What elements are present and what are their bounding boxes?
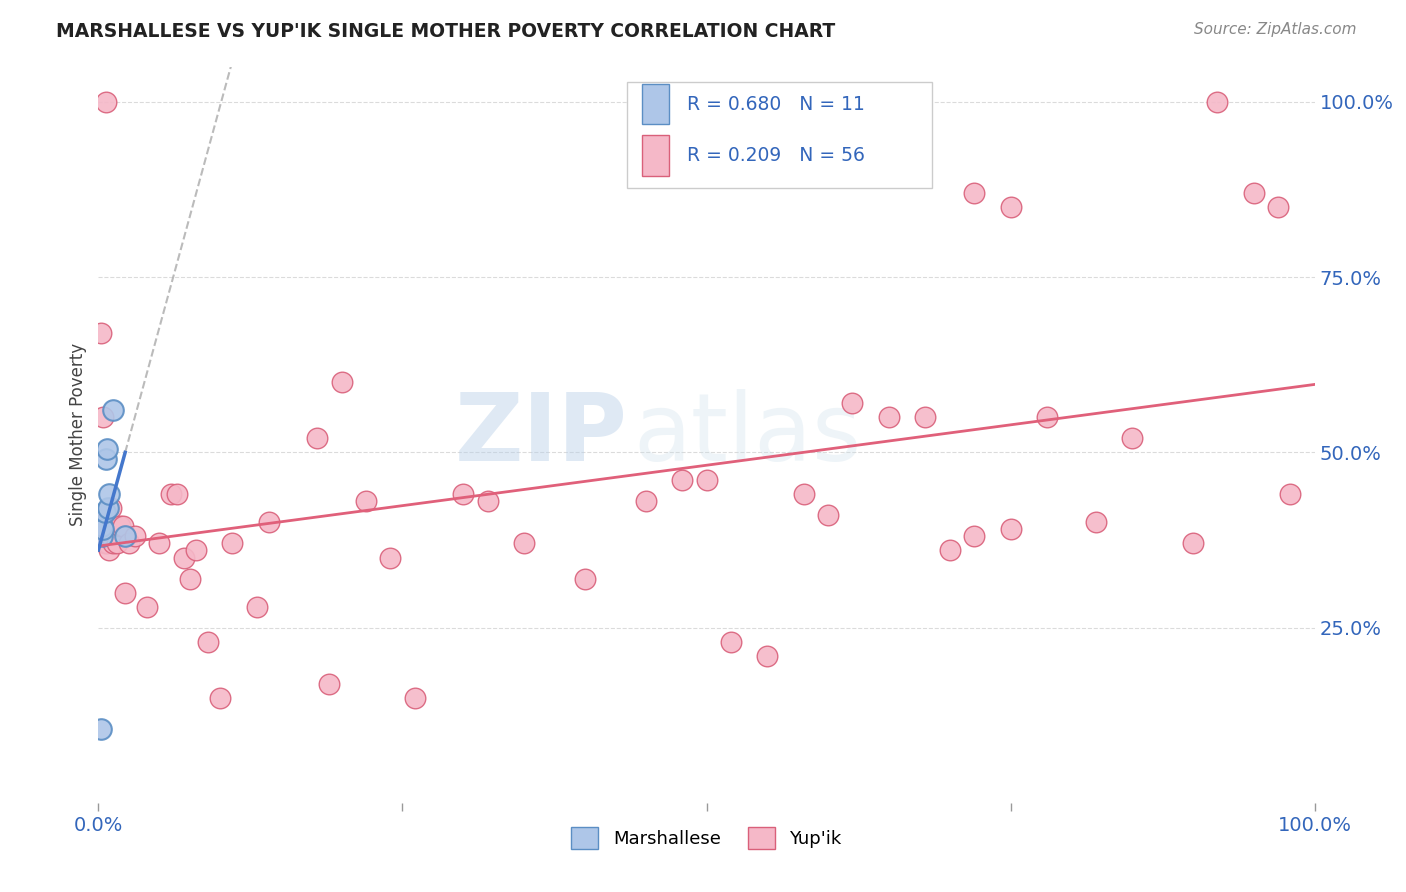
Point	[1267, 200, 1289, 214]
Point	[110, 519, 132, 533]
Point	[477, 494, 499, 508]
Point	[111, 519, 134, 533]
Point	[124, 529, 146, 543]
Point	[114, 585, 136, 599]
Point	[91, 529, 114, 543]
Point	[1243, 186, 1265, 200]
Point	[118, 536, 141, 550]
Point	[173, 550, 195, 565]
Point	[91, 519, 114, 533]
Point	[720, 634, 742, 648]
Point	[914, 410, 936, 425]
Point	[307, 431, 329, 445]
Point	[1000, 523, 1022, 537]
FancyBboxPatch shape	[643, 84, 669, 124]
Point	[1206, 95, 1229, 109]
Point	[245, 599, 267, 614]
Point	[160, 487, 183, 501]
Y-axis label: Single Mother Poverty: Single Mother Poverty	[69, 343, 87, 526]
Point	[148, 536, 170, 550]
Point	[1036, 410, 1059, 425]
Point	[756, 648, 779, 663]
Point	[939, 543, 962, 558]
Point	[877, 410, 900, 425]
Point	[696, 474, 718, 488]
Legend: Marshallese, Yup'ik: Marshallese, Yup'ik	[564, 820, 849, 856]
Point	[963, 186, 986, 200]
Point	[1121, 431, 1143, 445]
Point	[221, 536, 243, 550]
Point	[94, 516, 117, 530]
Point	[634, 494, 657, 508]
Point	[1084, 516, 1107, 530]
Point	[93, 536, 115, 550]
Point	[93, 505, 115, 519]
Point	[90, 326, 112, 341]
FancyBboxPatch shape	[643, 136, 669, 176]
Point	[94, 452, 117, 467]
Point	[671, 474, 693, 488]
Text: Source: ZipAtlas.com: Source: ZipAtlas.com	[1194, 22, 1357, 37]
Point	[354, 494, 377, 508]
Point	[793, 487, 815, 501]
Point	[380, 550, 402, 565]
Point	[96, 442, 118, 456]
Point	[318, 676, 340, 690]
Text: atlas: atlas	[634, 389, 862, 481]
Point	[574, 572, 596, 586]
Point	[114, 529, 136, 543]
Point	[184, 543, 207, 558]
Point	[100, 501, 122, 516]
Point	[1279, 487, 1302, 501]
Point	[136, 599, 159, 614]
Text: ZIP: ZIP	[454, 389, 627, 481]
Point	[97, 529, 120, 543]
Point	[96, 536, 118, 550]
Point	[513, 536, 536, 550]
Point	[197, 634, 219, 648]
Text: R = 0.680   N = 11: R = 0.680 N = 11	[688, 95, 865, 113]
Point	[90, 723, 112, 737]
Point	[257, 516, 280, 530]
Point	[98, 487, 121, 501]
Point	[98, 543, 121, 558]
Point	[453, 487, 475, 501]
Point	[1182, 536, 1205, 550]
Point	[963, 529, 986, 543]
Point	[330, 376, 353, 390]
FancyBboxPatch shape	[627, 81, 932, 188]
Point	[91, 523, 114, 537]
Point	[94, 95, 117, 109]
Point	[179, 572, 201, 586]
Point	[101, 536, 124, 550]
Point	[101, 403, 124, 417]
Point	[105, 536, 128, 550]
Point	[166, 487, 188, 501]
Point	[1000, 200, 1022, 214]
Point	[404, 690, 426, 705]
Text: MARSHALLESE VS YUP'IK SINGLE MOTHER POVERTY CORRELATION CHART: MARSHALLESE VS YUP'IK SINGLE MOTHER POVE…	[56, 22, 835, 41]
Point	[97, 501, 120, 516]
Point	[841, 396, 863, 410]
Point	[91, 410, 114, 425]
Point	[817, 508, 839, 523]
Point	[209, 690, 232, 705]
Text: R = 0.209   N = 56: R = 0.209 N = 56	[688, 146, 865, 165]
